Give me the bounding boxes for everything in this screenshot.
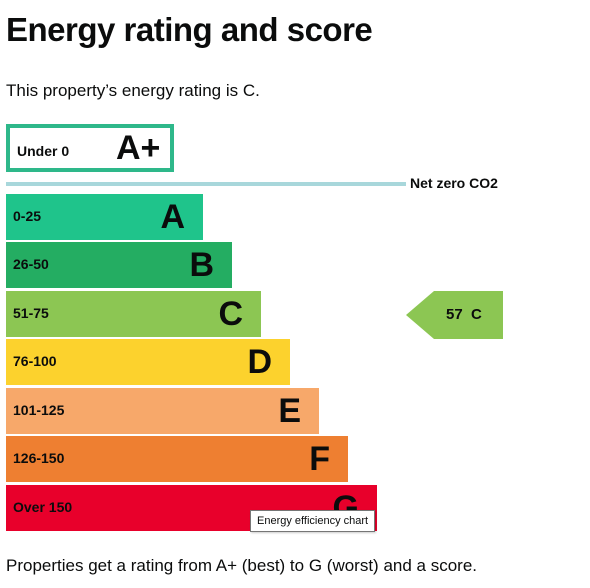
band-f-range: 126-150 xyxy=(13,450,65,466)
band-e-letter: E xyxy=(278,392,301,430)
band-a: 0-25 A xyxy=(6,194,203,240)
band-a-plus-range: Under 0 xyxy=(17,143,70,159)
band-f-letter: F xyxy=(309,440,330,478)
band-a-plus-letter: A+ xyxy=(116,129,161,167)
band-c: 51-75 C xyxy=(6,291,261,337)
chart-tooltip: Energy efficiency chart xyxy=(250,510,376,532)
net-zero-label: Net zero CO2 xyxy=(410,175,498,191)
band-b-letter: B xyxy=(189,246,214,284)
band-d-range: 76-100 xyxy=(13,353,57,369)
band-g-range: Over 150 xyxy=(13,499,73,515)
arrow-left-icon xyxy=(406,291,503,339)
current-score-marker: 57 C xyxy=(406,291,503,339)
band-b: 26-50 B xyxy=(6,242,232,288)
band-d: 76-100 D xyxy=(6,339,290,385)
band-a-letter: A xyxy=(160,198,185,236)
rating-summary: This property’s energy rating is C. xyxy=(6,81,260,100)
band-a-range: 0-25 xyxy=(13,208,42,224)
current-score-letter: C xyxy=(471,306,482,323)
band-b-range: 26-50 xyxy=(13,256,49,272)
score-arrow-shape xyxy=(406,291,503,339)
current-score-text: 57 C xyxy=(446,306,482,323)
band-f: 126-150 F xyxy=(6,436,348,482)
band-c-range: 51-75 xyxy=(13,305,49,321)
rating-explanation: Properties get a rating from A+ (best) t… xyxy=(6,556,478,575)
net-zero-line xyxy=(6,182,406,186)
band-a-plus: Under 0 A+ xyxy=(6,124,174,172)
band-c-letter: C xyxy=(218,295,243,333)
page-title: Energy rating and score xyxy=(6,11,373,48)
band-e: 101-125 E xyxy=(6,388,319,434)
current-score-value: 57 xyxy=(446,306,463,323)
band-e-range: 101-125 xyxy=(13,402,65,418)
band-d-letter: D xyxy=(247,343,272,381)
